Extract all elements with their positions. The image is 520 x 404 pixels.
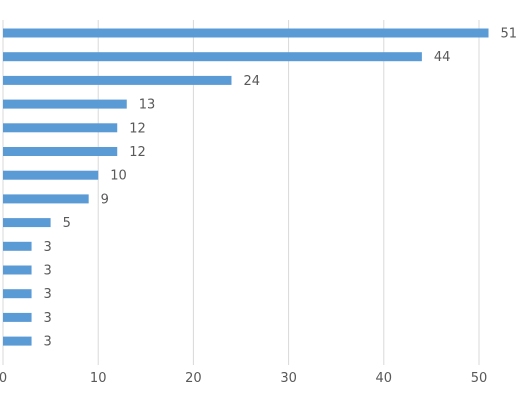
data-label-13: 3 [44, 311, 52, 326]
x-tick-label-20: 20 [185, 371, 202, 386]
bar-9 [3, 218, 51, 228]
data-label-7: 10 [110, 169, 127, 184]
x-tick-label-10: 10 [90, 371, 107, 386]
x-tick-label-30: 30 [280, 371, 297, 386]
bar-1 [3, 28, 489, 38]
bar-7 [3, 170, 99, 180]
bar-14 [3, 336, 32, 346]
x-axis-ticks: 0 10 20 30 40 50 [0, 371, 487, 386]
bar-5 [3, 123, 118, 133]
bar-layer [3, 28, 489, 346]
data-label-14: 3 [44, 335, 52, 350]
data-label-8: 9 [101, 192, 109, 207]
bar-13 [3, 312, 32, 322]
data-label-2: 44 [434, 50, 451, 65]
data-label-4: 13 [139, 98, 156, 113]
x-tick-label-0: 0 [0, 371, 7, 386]
bar-6 [3, 147, 118, 156]
data-label-10: 3 [44, 240, 52, 255]
data-label-5: 12 [129, 121, 146, 136]
data-label-11: 3 [44, 264, 52, 279]
bar-8 [3, 194, 89, 204]
data-label-1: 51 [501, 27, 518, 42]
x-tick-label-50: 50 [471, 371, 488, 386]
x-tick-label-40: 40 [376, 371, 393, 386]
bar-12 [3, 289, 32, 299]
data-label-9: 5 [63, 216, 71, 231]
grid-layer [2, 20, 480, 365]
data-label-12: 3 [44, 287, 52, 302]
data-label-3: 24 [243, 74, 260, 89]
bar-4 [3, 99, 127, 109]
bar-2 [3, 52, 422, 62]
bar-11 [3, 265, 32, 275]
bar-10 [3, 241, 32, 251]
bar-3 [3, 75, 232, 85]
data-label-6: 12 [129, 145, 146, 160]
